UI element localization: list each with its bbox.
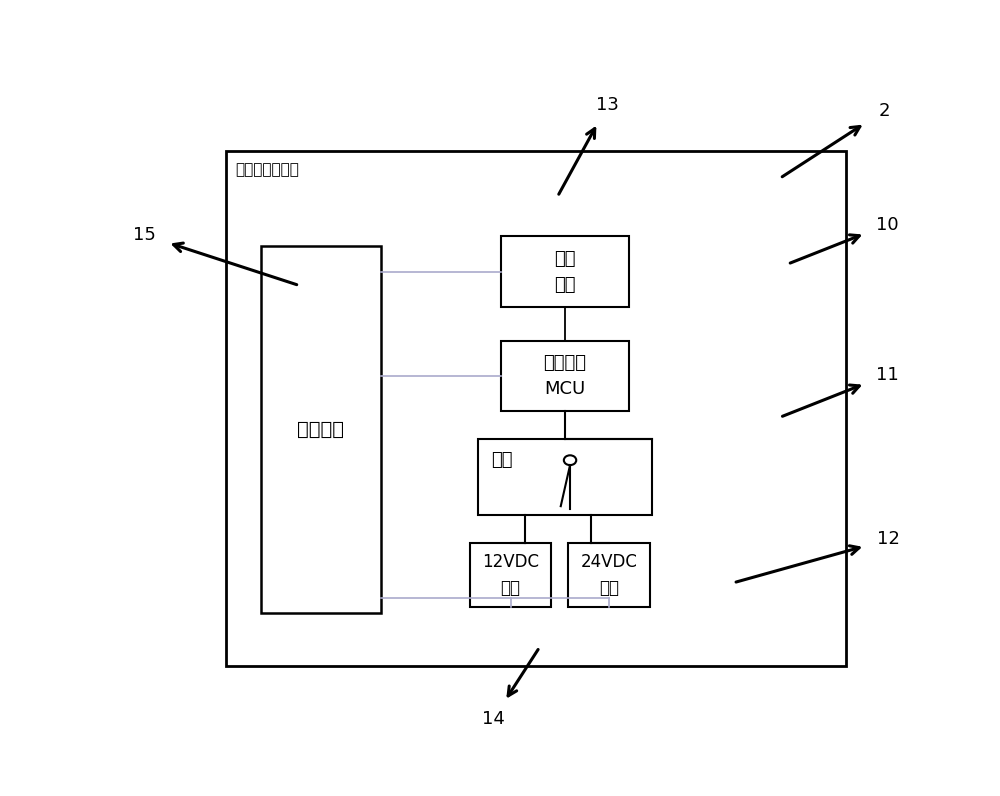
- Text: 通信
接口: 通信 接口: [554, 249, 576, 294]
- Text: 供电系统: 供电系统: [297, 420, 344, 439]
- Text: 11: 11: [876, 366, 899, 384]
- Bar: [501, 341, 629, 412]
- Text: 2: 2: [879, 102, 890, 119]
- Bar: [478, 439, 652, 515]
- Text: 微控制器
MCU: 微控制器 MCU: [543, 353, 586, 398]
- Bar: [470, 543, 551, 607]
- Text: 15: 15: [133, 226, 156, 244]
- Text: 13: 13: [596, 96, 619, 114]
- Text: 10: 10: [876, 216, 899, 234]
- Text: 12VDC
标记: 12VDC 标记: [482, 553, 539, 597]
- Text: 开关: 开关: [492, 451, 513, 469]
- Bar: [261, 246, 381, 614]
- Bar: [568, 543, 650, 607]
- Text: 电压等级记录器: 电压等级记录器: [235, 162, 299, 177]
- Bar: [226, 150, 846, 665]
- Text: 12: 12: [877, 530, 900, 548]
- Text: 14: 14: [482, 709, 505, 728]
- Text: 24VDC
标记: 24VDC 标记: [581, 553, 637, 597]
- Bar: [501, 236, 629, 307]
